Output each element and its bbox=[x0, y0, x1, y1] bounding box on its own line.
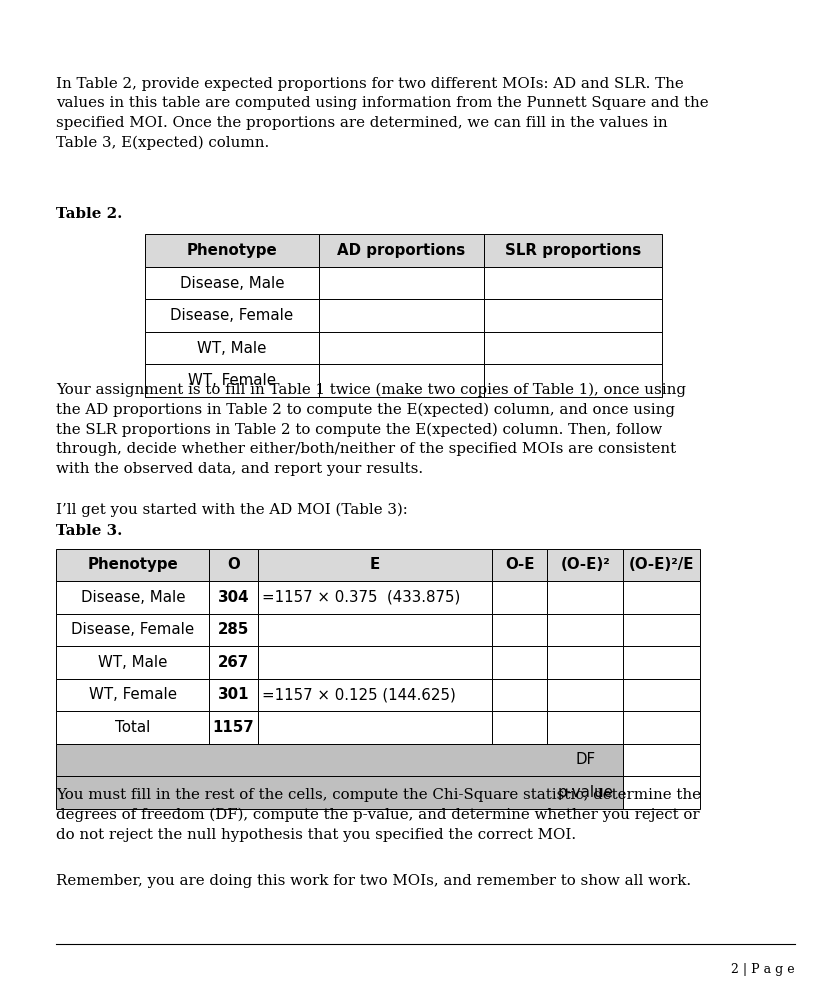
Bar bbox=[491, 581, 547, 614]
Text: Disease, Male: Disease, Male bbox=[179, 276, 284, 291]
Text: p-value: p-value bbox=[557, 785, 613, 800]
Text: SLR proportions: SLR proportions bbox=[504, 243, 641, 258]
Bar bbox=[56, 744, 623, 776]
Text: Table 2.: Table 2. bbox=[56, 207, 122, 221]
Text: O-E: O-E bbox=[504, 558, 533, 572]
Bar bbox=[257, 646, 491, 679]
Bar bbox=[209, 711, 257, 744]
Bar bbox=[623, 711, 699, 744]
Bar bbox=[145, 332, 318, 364]
Text: 1157: 1157 bbox=[213, 720, 254, 735]
Bar bbox=[257, 614, 491, 646]
Text: 285: 285 bbox=[218, 623, 249, 637]
Bar bbox=[56, 581, 209, 614]
Text: DF: DF bbox=[575, 753, 595, 767]
Bar bbox=[145, 267, 318, 299]
Text: Total: Total bbox=[115, 720, 151, 735]
Bar bbox=[318, 267, 484, 299]
Bar bbox=[623, 581, 699, 614]
Bar bbox=[484, 332, 662, 364]
Bar bbox=[547, 581, 623, 614]
Text: 301: 301 bbox=[218, 688, 249, 702]
Bar bbox=[318, 234, 484, 267]
Text: WT, Male: WT, Male bbox=[197, 341, 266, 356]
Bar bbox=[547, 549, 623, 581]
Bar bbox=[145, 299, 318, 332]
Bar bbox=[318, 364, 484, 397]
Bar bbox=[484, 364, 662, 397]
Text: Your assignment is to fill in Table 1 twice (make two copies of Table 1), once u: Your assignment is to fill in Table 1 tw… bbox=[56, 382, 686, 476]
Text: Phenotype: Phenotype bbox=[88, 558, 178, 572]
Text: I’ll get you started with the AD MOI (Table 3):: I’ll get you started with the AD MOI (Ta… bbox=[56, 502, 408, 517]
Bar bbox=[318, 299, 484, 332]
Bar bbox=[547, 614, 623, 646]
Bar bbox=[257, 679, 491, 711]
Bar bbox=[209, 646, 257, 679]
Text: You must fill in the rest of the cells, compute the Chi-Square statistic, determ: You must fill in the rest of the cells, … bbox=[56, 788, 700, 841]
Bar bbox=[623, 679, 699, 711]
Bar bbox=[209, 614, 257, 646]
Bar bbox=[56, 776, 623, 809]
Bar bbox=[56, 711, 209, 744]
Text: 304: 304 bbox=[218, 590, 249, 605]
Bar bbox=[257, 581, 491, 614]
Bar bbox=[209, 679, 257, 711]
Bar bbox=[491, 614, 547, 646]
Bar bbox=[491, 679, 547, 711]
Bar bbox=[547, 711, 623, 744]
Text: Remember, you are doing this work for two MOIs, and remember to show all work.: Remember, you are doing this work for tw… bbox=[56, 874, 691, 887]
Bar bbox=[491, 549, 547, 581]
Bar bbox=[623, 646, 699, 679]
Bar bbox=[484, 267, 662, 299]
Bar bbox=[484, 234, 662, 267]
Bar bbox=[623, 549, 699, 581]
Bar bbox=[491, 646, 547, 679]
Text: AD proportions: AD proportions bbox=[337, 243, 465, 258]
Bar bbox=[623, 776, 699, 809]
Bar bbox=[56, 549, 209, 581]
Text: In Table 2, provide expected proportions for two different MOIs: AD and SLR. The: In Table 2, provide expected proportions… bbox=[56, 77, 708, 150]
Text: 267: 267 bbox=[218, 655, 249, 670]
Bar bbox=[56, 679, 209, 711]
Bar bbox=[484, 299, 662, 332]
Text: Disease, Male: Disease, Male bbox=[80, 590, 185, 605]
Text: WT, Male: WT, Male bbox=[98, 655, 167, 670]
Text: (O-E)²: (O-E)² bbox=[560, 558, 609, 572]
Bar bbox=[547, 646, 623, 679]
Bar bbox=[623, 744, 699, 776]
Text: =1157 × 0.375  (433.875): =1157 × 0.375 (433.875) bbox=[261, 590, 460, 605]
Bar bbox=[209, 549, 257, 581]
Text: O: O bbox=[227, 558, 240, 572]
Bar bbox=[145, 234, 318, 267]
Text: (O-E)²/E: (O-E)²/E bbox=[628, 558, 694, 572]
Bar bbox=[56, 646, 209, 679]
Text: E: E bbox=[369, 558, 380, 572]
Text: 2 | P a g e: 2 | P a g e bbox=[730, 963, 794, 976]
Bar bbox=[56, 614, 209, 646]
Text: Table 3.: Table 3. bbox=[56, 524, 122, 538]
Bar bbox=[623, 614, 699, 646]
Bar bbox=[145, 364, 318, 397]
Text: Disease, Female: Disease, Female bbox=[170, 308, 293, 323]
Bar bbox=[491, 711, 547, 744]
Text: WT, Female: WT, Female bbox=[88, 688, 177, 702]
Text: Phenotype: Phenotype bbox=[186, 243, 277, 258]
Bar bbox=[257, 711, 491, 744]
Text: Disease, Female: Disease, Female bbox=[71, 623, 194, 637]
Text: =1157 × 0.125 (144.625): =1157 × 0.125 (144.625) bbox=[261, 688, 455, 702]
Bar bbox=[257, 549, 491, 581]
Bar bbox=[209, 581, 257, 614]
Text: WT, Female: WT, Female bbox=[188, 373, 275, 388]
Bar bbox=[547, 679, 623, 711]
Bar bbox=[318, 332, 484, 364]
